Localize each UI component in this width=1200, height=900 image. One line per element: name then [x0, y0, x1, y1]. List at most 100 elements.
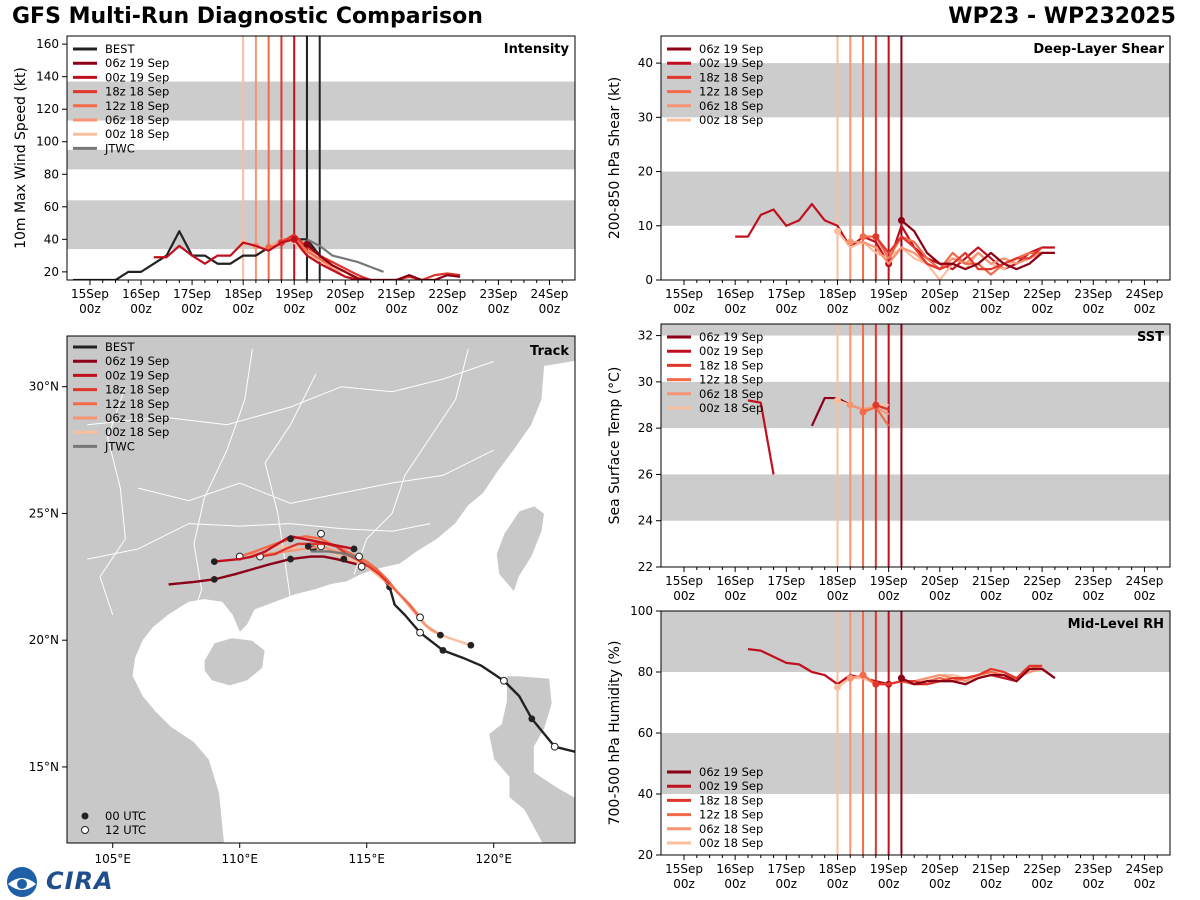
intensity-ytick-label: 160 — [36, 37, 59, 51]
sst-plot-area — [661, 324, 1170, 567]
track-series-00z-19-sep — [214, 535, 355, 563]
shear-series-06z-19-sep — [900, 219, 1055, 271]
noaa-icon — [7, 867, 37, 897]
sst-ylabel: Sea Surface Temp (°C) — [607, 367, 623, 525]
sst-xtick-label: 00z — [724, 589, 746, 603]
track-legend-label: 00z 19 Sep — [105, 368, 169, 382]
track-point-00utc — [287, 535, 294, 543]
shear-plot-area — [661, 36, 1170, 280]
intensity-xtick-label: 21Sep — [377, 287, 415, 301]
rh-series-06z-19-sep — [900, 667, 1056, 686]
track-point-00utc — [304, 543, 312, 550]
cira-logo: CIRA — [4, 866, 114, 898]
shear-xtick-label: 00z — [827, 302, 849, 316]
track-point-12utc — [499, 676, 508, 685]
rh-marker-06z-19-sep — [897, 674, 905, 682]
shear-xtick-label: 00z — [980, 302, 1002, 316]
sst-xtick-label: 16Sep — [716, 574, 754, 588]
rh-xtick-label: 22Sep — [1023, 862, 1061, 876]
intensity-xtick-label: 00z — [386, 302, 408, 316]
intensity-series-00z-19-sep — [153, 238, 359, 280]
shear-marker-18z-18-sep — [872, 233, 880, 241]
shear-ytick-label: 20 — [638, 165, 653, 179]
track-xtick-label: 120°E — [475, 852, 512, 866]
track-point-12utc — [317, 529, 325, 538]
intensity-series-06z-19-sep — [306, 243, 461, 280]
shear-xtick-label: 00z — [929, 302, 951, 316]
shear-legend-label: 12z 18 Sep — [699, 85, 763, 99]
sst-xtick-label: 19Sep — [870, 574, 908, 588]
sst-xtick-label: 23Sep — [1074, 574, 1112, 588]
sst-ytick-label: 28 — [638, 421, 653, 435]
shear-xtick-label: 20Sep — [921, 287, 959, 301]
shear-xtick-label: 00z — [673, 302, 695, 316]
intensity-xtick-label: 00z — [437, 302, 459, 316]
intensity-xtick-label: 19Sep — [275, 287, 313, 301]
rh-xtick-label: 00z — [724, 877, 746, 891]
track-point-00utc — [436, 631, 444, 639]
shear-marker-06z-18-sep — [846, 238, 854, 246]
rh-xtick-label: 19Sep — [870, 862, 908, 876]
rh-band-1 — [661, 611, 1170, 672]
sst-xtick-label: 20Sep — [921, 574, 959, 588]
track-point-12utc — [357, 562, 366, 571]
intensity-xtick-label: 16Sep — [122, 287, 160, 301]
sst-xtick-label: 00z — [673, 589, 695, 603]
sst-marker-06z-18-sep — [846, 401, 854, 409]
shear-legend-label: 18z 18 Sep — [699, 70, 763, 84]
intensity-xtick-label: 00z — [334, 302, 356, 316]
shear-band-1 — [661, 63, 1170, 118]
shear-legend-label: 06z 18 Sep — [699, 99, 763, 113]
shear-marker-00z-18-sep — [833, 227, 841, 235]
province-border-3 — [188, 348, 253, 628]
page-title: GFS Multi-Run Diagnostic Comparison — [12, 4, 483, 29]
province-border-5 — [99, 386, 126, 616]
intensity-plot-area — [67, 36, 575, 280]
intensity-legend-label: 00z 18 Sep — [105, 127, 169, 141]
storm-id: WP23 - WP232025 — [948, 4, 1176, 29]
track-legend-label: 00z 18 Sep — [105, 425, 169, 439]
intensity-band-2 — [67, 81, 575, 121]
rh-ytick-label: 60 — [638, 726, 653, 740]
shear-legend-label: 06z 19 Sep — [699, 42, 763, 56]
rh-xtick-label: 00z — [878, 877, 900, 891]
rh-series-18z-18-sep — [875, 664, 1043, 686]
intensity-xtick-label: 24Sep — [531, 287, 569, 301]
intensity-legend-label: 18z 18 Sep — [105, 85, 169, 99]
sst-marker-00z-18-sep — [833, 396, 841, 404]
shear-xtick-label: 18Sep — [819, 287, 857, 301]
province-border-1 — [87, 523, 431, 560]
intensity-legend-label: 12z 18 Sep — [105, 99, 169, 113]
track-plot-area — [67, 336, 575, 843]
intensity-xtick-label: 20Sep — [326, 287, 364, 301]
shear-title: Deep-Layer Shear — [1033, 42, 1164, 57]
shear-xtick-label: 16Sep — [716, 287, 754, 301]
track-point-12utc — [416, 613, 424, 622]
intensity-xtick-label: 18Sep — [224, 287, 262, 301]
intensity-band-1 — [67, 149, 575, 170]
shear-marker-06z-19-sep — [897, 216, 905, 224]
intensity-legend-label: BEST — [105, 42, 135, 56]
intensity-ytick-label: 80 — [44, 167, 59, 181]
shear-xtick-label: 22Sep — [1023, 287, 1061, 301]
track-frame — [66, 335, 576, 844]
track-ytick-label: 15°N — [29, 760, 59, 774]
shear-xtick-label: 00z — [724, 302, 746, 316]
track-ytick-label: 30°N — [29, 380, 59, 394]
shear-panel — [656, 35, 1171, 285]
track-point-00utc — [528, 715, 536, 723]
intensity-legend-label: JTWC — [104, 141, 135, 155]
rh-xtick-label: 00z — [1082, 877, 1104, 891]
shear-xtick-label: 24Sep — [1125, 287, 1163, 301]
intensity-legend-label: 00z 19 Sep — [105, 70, 169, 84]
sst-xtick-label: 17Sep — [767, 574, 805, 588]
sst-ytick-label: 22 — [638, 560, 653, 574]
sst-xtick-label: 18Sep — [819, 574, 857, 588]
province-border-4 — [353, 348, 469, 575]
marker-legend-label: 12 UTC — [105, 823, 146, 837]
sst-xtick-label: 00z — [1134, 589, 1156, 603]
shear-ylabel: 200-850 hPa Shear (kt) — [607, 77, 623, 239]
sst-panel — [656, 323, 1171, 572]
intensity-xtick-label: 15Sep — [71, 287, 109, 301]
track-point-00utc — [210, 575, 218, 583]
